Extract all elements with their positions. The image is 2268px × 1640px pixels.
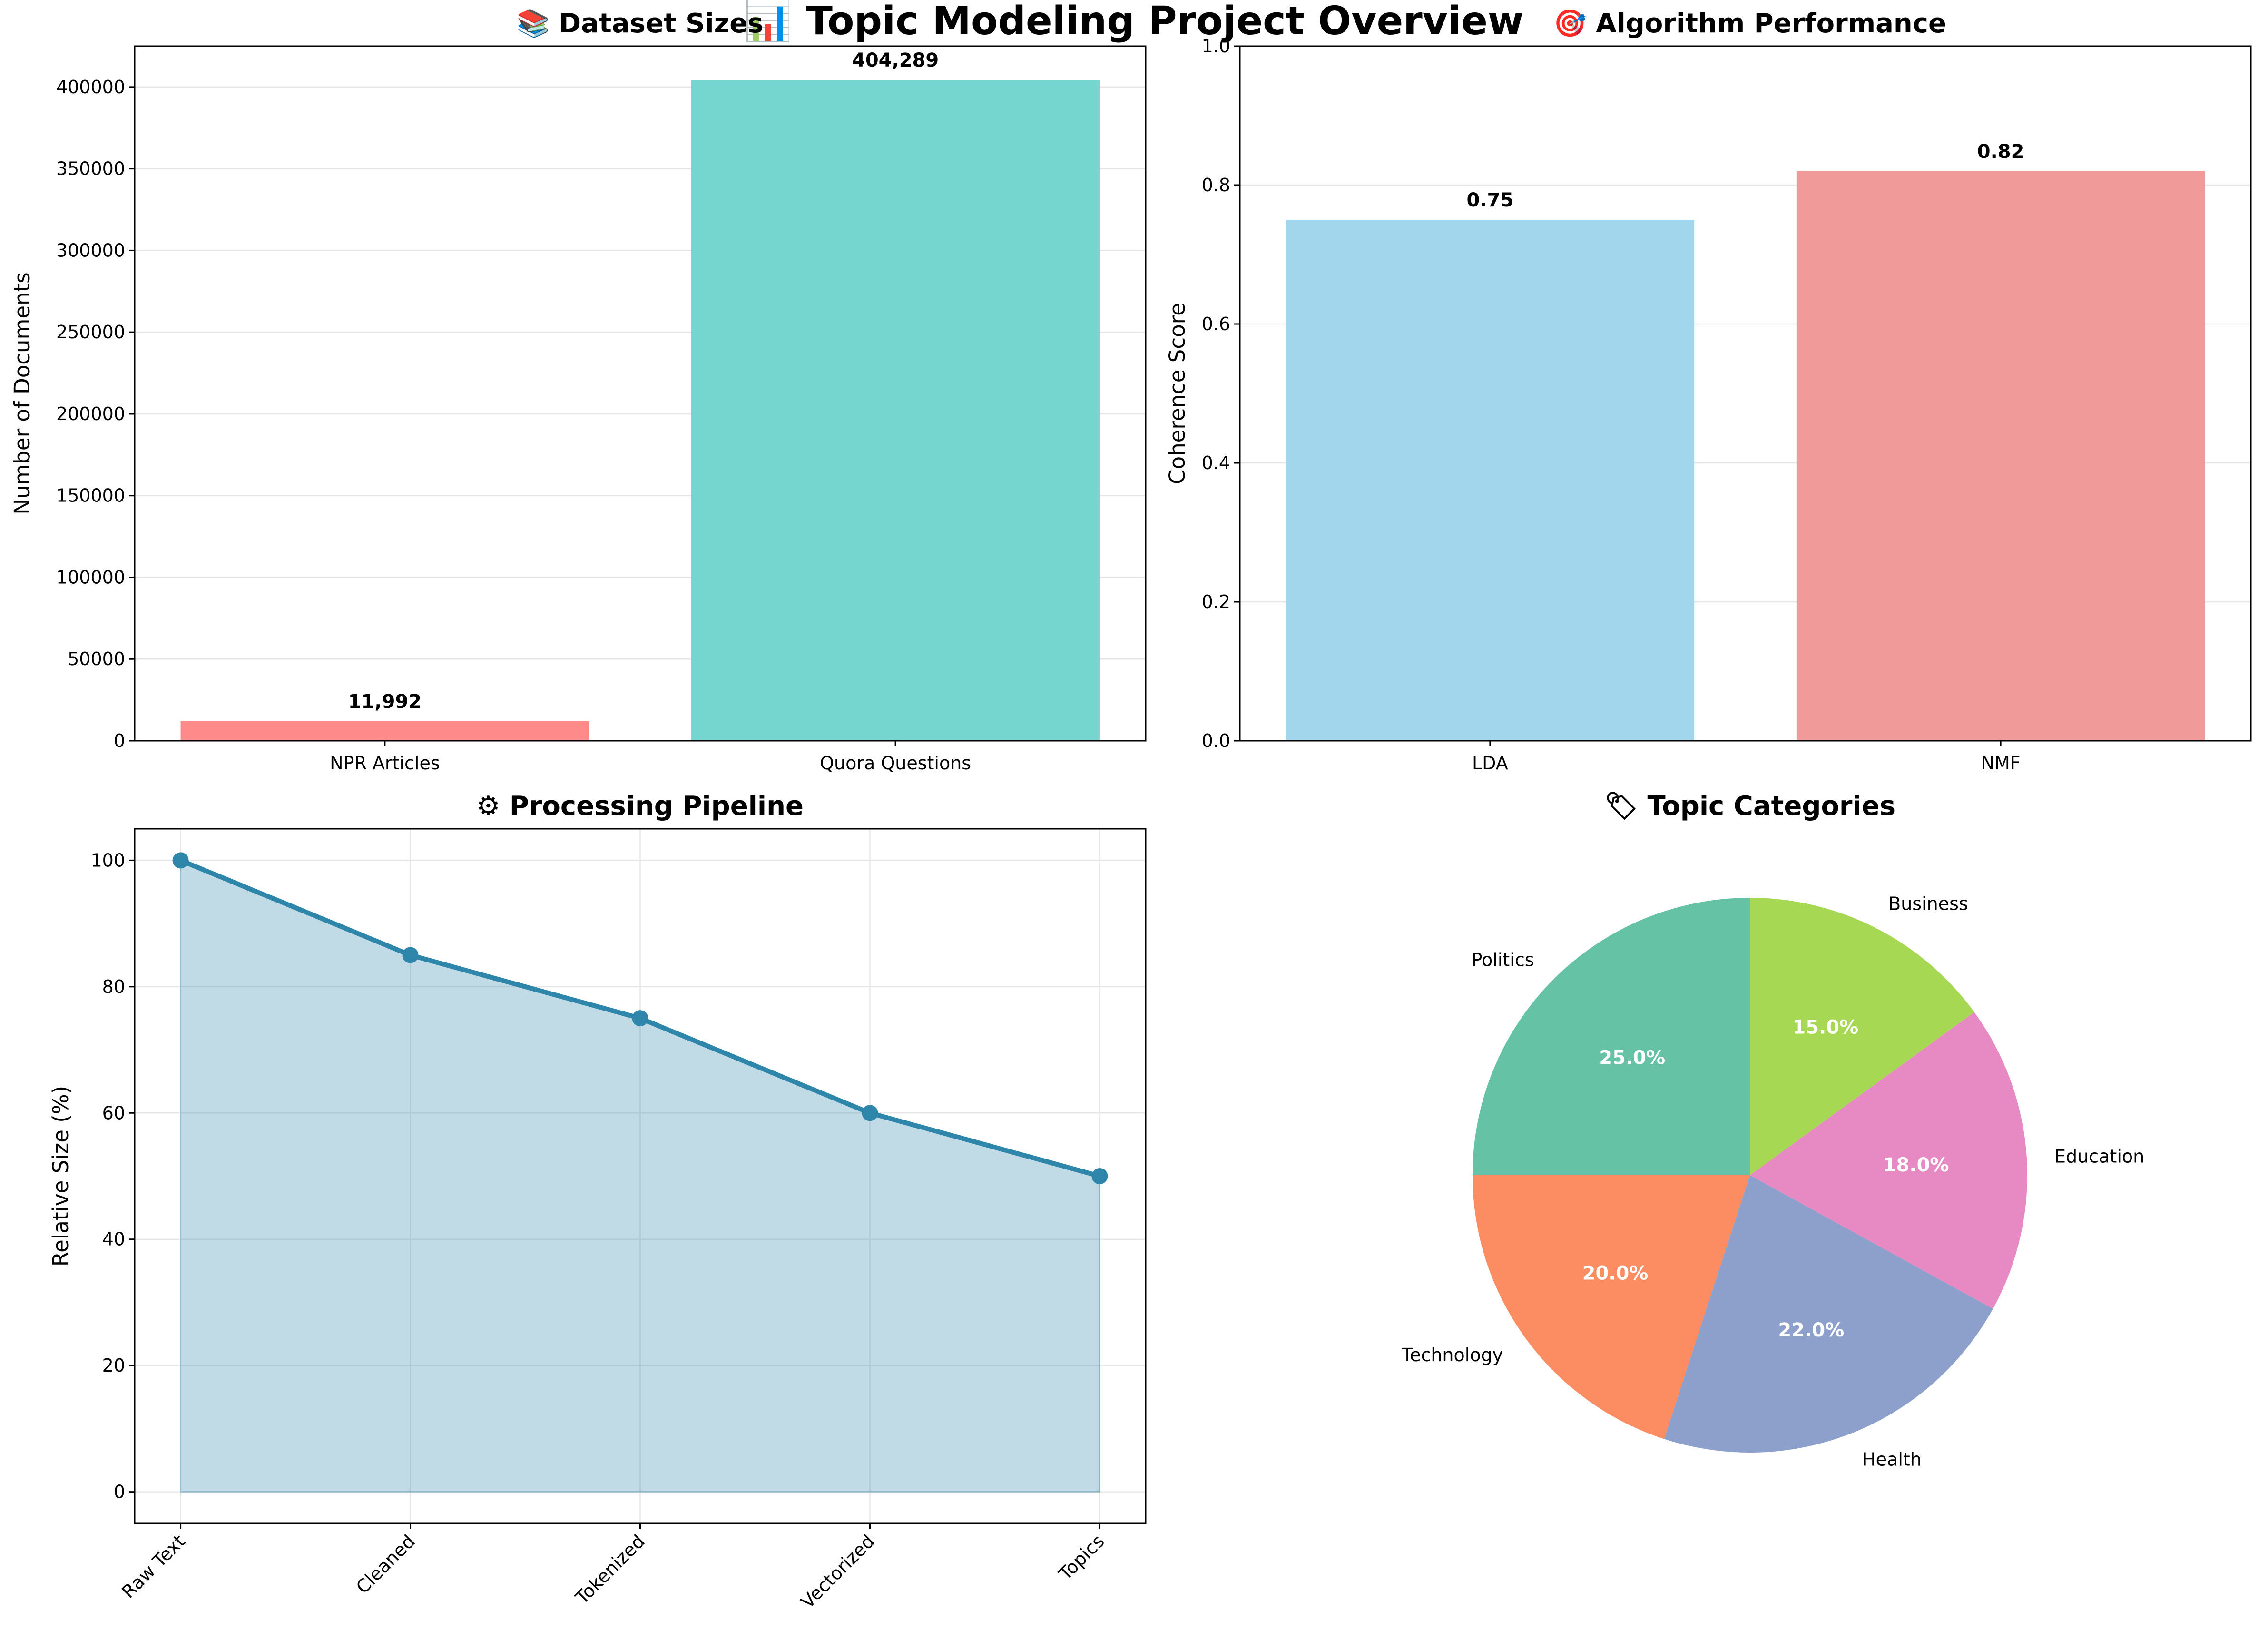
processing-pipeline-point [402,947,419,963]
processing-pipeline-point [172,852,189,869]
topic-categories-slice [1473,898,1750,1175]
processing-pipeline-ylabel: Relative Size (%) [48,1086,73,1267]
algorithm-performance-value-label: 0.82 [1977,141,2024,163]
topic-categories-label: Technology [1401,1345,1503,1365]
dataset-sizes-ytick-label: 350000 [56,158,125,179]
algorithm-performance-xtick-label: LDA [1472,753,1508,774]
topic-categories-chart: 🏷 Topic Categories Politics 25.0% Technolo… [1401,791,2144,1470]
topic-categories-pct-label: 15.0% [1792,1016,1858,1038]
dataset-sizes-ylabel: Number of Documents [10,272,35,514]
algorithm-performance-ytick-label: 0.0 [1202,730,1230,751]
algorithm-performance-ticks: 0.0 0.2 0.4 0.6 0.8 1.0 LDA NMF [1202,36,2021,774]
dataset-sizes-ytick-label: 250000 [56,322,125,343]
topic-categories-pie: Politics 25.0% Technology 20.0% Health 22.0% E… [1401,894,2144,1470]
dataset-sizes-ytick-label: 150000 [56,485,125,506]
topic-categories-slice [1750,898,1974,1175]
algorithm-performance-bar [1796,171,2205,741]
topic-categories-slice [1473,1175,1750,1439]
processing-pipeline-point [862,1105,878,1121]
dataset-sizes-value-label: 404,289 [852,49,939,71]
algorithm-performance-ytick-label: 0.8 [1202,175,1230,196]
algorithm-performance-bars: 0.75 0.82 [1286,141,2205,741]
topic-categories-pct-label: 20.0% [1582,1263,1649,1285]
processing-pipeline-point [632,1010,648,1027]
dataset-sizes-ytick-label: 50000 [68,648,125,669]
dataset-sizes-ytick-label: 400000 [56,77,125,98]
algorithm-performance-ytick-label: 0.2 [1202,591,1230,612]
processing-pipeline-title: ⚙ Processing Pipeline [476,791,804,822]
algorithm-performance-axes-frame [1239,45,2252,742]
processing-pipeline-point [1091,1168,1108,1184]
processing-pipeline-ytick-label: 100 [90,850,125,871]
processing-pipeline-ytick-label: 60 [102,1102,125,1123]
dataset-sizes-bar [691,80,1100,741]
dataset-sizes-ytick-label: 300000 [56,240,125,261]
topic-categories-label: Politics [1471,950,1534,971]
algorithm-performance-ylabel: Coherence Score [1165,303,1190,484]
processing-pipeline-gridlines [135,829,1146,1523]
topic-categories-title: 🏷 Topic Categories [1604,791,1895,822]
algorithm-performance-ytick-label: 0.4 [1202,452,1230,473]
dataset-sizes-chart: 📚 Dataset Sizes Number of Documents 11,9… [10,8,1147,774]
topic-categories-label: Health [1862,1449,1922,1470]
algorithm-performance-title: 🎯 Algorithm Performance [1553,8,1946,39]
dataset-sizes-xtick-label: NPR Articles [330,753,440,774]
algorithm-performance-ytick-label: 1.0 [1202,36,1230,57]
topic-categories-pct-label: 18.0% [1883,1154,1949,1176]
dataset-sizes-ytick-label: 200000 [56,403,125,424]
algorithm-performance-ytick-label: 0.6 [1202,314,1230,334]
algorithm-performance-chart: 🎯 Algorithm Performance Coherence Score … [1165,8,2252,774]
processing-pipeline-ytick-label: 40 [102,1229,125,1250]
dataset-sizes-axes-frame [134,45,1147,742]
topic-categories-slice [1750,1012,2027,1309]
dataset-sizes-xtick-label: Quora Questions [820,753,971,774]
topic-categories-label: Business [1888,894,1968,914]
topic-categories-pct-label: 25.0% [1599,1047,1665,1069]
processing-pipeline-ytick-label: 20 [102,1355,125,1376]
dataset-sizes-ytick-label: 0 [114,730,125,751]
algorithm-performance-bar [1286,220,1695,741]
algorithm-performance-value-label: 0.75 [1467,189,1514,211]
algorithm-performance-xtick-label: NMF [1981,753,2021,774]
dataset-sizes-bar [180,721,589,741]
dataset-sizes-bars: 11,992 404,289 [180,49,1100,741]
topic-categories-pct-label: 22.0% [1778,1319,1844,1341]
dataset-sizes-ticks: 0 50000 100000 150000 200000 250000 300000 3500… [56,77,971,774]
processing-pipeline-area [172,852,1108,1493]
topic-categories-label: Education [2054,1146,2144,1167]
figure-title: 📊 Topic Modeling Project Overview [744,0,1523,44]
topic-categories-slice [1664,1175,1993,1453]
dataset-sizes-title: 📚 Dataset Sizes [516,8,763,39]
dataset-sizes-value-label: 11,992 [348,691,422,713]
dataset-sizes-ytick-label: 100000 [56,567,125,588]
processing-pipeline-ytick-label: 80 [102,976,125,997]
processing-pipeline-ytick-label: 0 [114,1482,125,1503]
